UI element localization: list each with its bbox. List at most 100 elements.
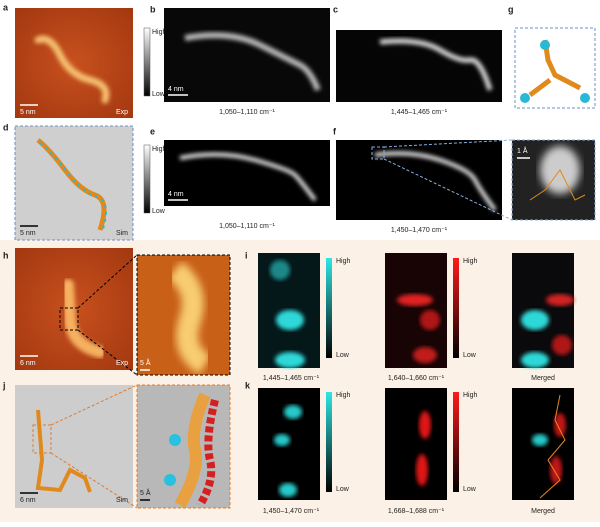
scale-label: 4 nm [168, 191, 184, 198]
panel-letter: i [245, 250, 248, 260]
colorbar [143, 144, 151, 214]
scale-label: 6 nm [20, 360, 36, 367]
signal-spot [521, 310, 549, 330]
zoom-line [77, 254, 138, 309]
raman-map [164, 140, 330, 206]
molecule-box [514, 27, 596, 109]
atom-group [520, 93, 530, 103]
afm-image [15, 8, 133, 118]
map-caption: 1,050–1,110 cm⁻¹ [219, 223, 275, 230]
panel-letter: c [333, 4, 338, 14]
colorbar-high: High [152, 146, 167, 153]
colorbar-low: Low [152, 91, 166, 98]
signal-trace [179, 152, 317, 202]
raman-map-red [385, 388, 447, 500]
signal-spot [419, 411, 431, 439]
molecule-model [35, 409, 92, 493]
colorbar-high: High [463, 392, 478, 399]
scale-label: 1 Å [517, 146, 528, 155]
atom-group [540, 40, 550, 50]
zoom-line [383, 139, 513, 148]
signal-spot [416, 454, 428, 486]
molecule-model [539, 394, 566, 499]
signal-trace [379, 38, 493, 91]
simulation-image [15, 385, 133, 508]
zoom-region [371, 146, 385, 160]
colorbar-low: Low [152, 208, 166, 215]
atom-group [580, 93, 590, 103]
molecule-model [529, 169, 586, 201]
molecule-model [196, 399, 219, 508]
panel-letter: h [3, 250, 9, 260]
zoom-line [50, 384, 138, 426]
panel-letter: e [150, 126, 155, 136]
colorbar-high: High [336, 258, 351, 265]
signal-spot [550, 456, 562, 484]
map-caption: 1,050–1,110 cm⁻¹ [219, 109, 275, 116]
map-caption: 1,450–1,470 cm⁻¹ [263, 508, 320, 515]
atom-group [164, 474, 176, 486]
colorbar-low: Low [336, 352, 350, 359]
colorbar-low: Low [463, 352, 477, 359]
colorbar [453, 258, 459, 358]
colorbar-low: Low [463, 486, 477, 493]
map-caption: 1,445–1,465 cm⁻¹ [263, 375, 320, 382]
raman-map-red [385, 253, 447, 368]
scale-label: 6 nm [20, 497, 36, 504]
molecule-chain [62, 279, 106, 358]
panel-letter: b [150, 4, 156, 14]
scale-label: 5 nm [20, 109, 36, 116]
signal-spot [274, 434, 290, 446]
panel-tag: Sim [116, 497, 128, 504]
signal-trace [184, 32, 321, 92]
panel-tag: Sim [116, 230, 128, 237]
colorbar-high: High [152, 29, 167, 36]
zoom-line [77, 329, 138, 376]
panel-tag: Exp [116, 360, 128, 367]
signal-spot [270, 260, 290, 280]
signal-spot [521, 352, 549, 368]
map-caption: Merged [531, 508, 555, 515]
colorbar [453, 392, 459, 492]
molecule-chain [34, 35, 110, 104]
signal-spot [276, 310, 304, 330]
panel-letter: g [508, 4, 514, 14]
atom-group [169, 434, 181, 446]
signal-spot [279, 483, 297, 497]
signal-trace [374, 151, 497, 212]
zoom-line [383, 158, 513, 221]
panel-letter: d [3, 122, 9, 132]
panel-letter: a [3, 2, 9, 12]
signal-spot [546, 294, 574, 306]
signal-spot [554, 413, 566, 437]
panel-letter: f [333, 126, 337, 136]
signal-spot [397, 294, 433, 306]
panel-tag: Exp [116, 109, 128, 116]
molecule-chain [167, 261, 212, 375]
colorbar-low: Low [336, 486, 350, 493]
molecule-model [174, 392, 211, 508]
panel-letter: k [245, 380, 251, 390]
colorbar [326, 392, 332, 492]
signal-spot [275, 352, 305, 368]
map-caption: 1,445–1,465 cm⁻¹ [391, 109, 448, 116]
colorbar-high: High [336, 392, 351, 399]
signal-spot [552, 335, 572, 355]
zoom-line [50, 452, 138, 509]
scale-label: 5 Å [140, 488, 151, 497]
panel-letter: j [2, 380, 6, 390]
scale-label: 4 nm [168, 86, 184, 93]
zoom-region [32, 424, 52, 454]
scale-label: 5 nm [20, 230, 36, 237]
signal-spot [284, 405, 302, 419]
map-caption: 1,640–1,660 cm⁻¹ [388, 375, 445, 382]
scale-label: 5 Å [140, 358, 151, 367]
raman-map [164, 8, 330, 102]
colorbar [326, 258, 332, 358]
signal-spot [532, 434, 548, 446]
signal-spot [420, 310, 440, 330]
colorbar-high: High [463, 258, 478, 265]
